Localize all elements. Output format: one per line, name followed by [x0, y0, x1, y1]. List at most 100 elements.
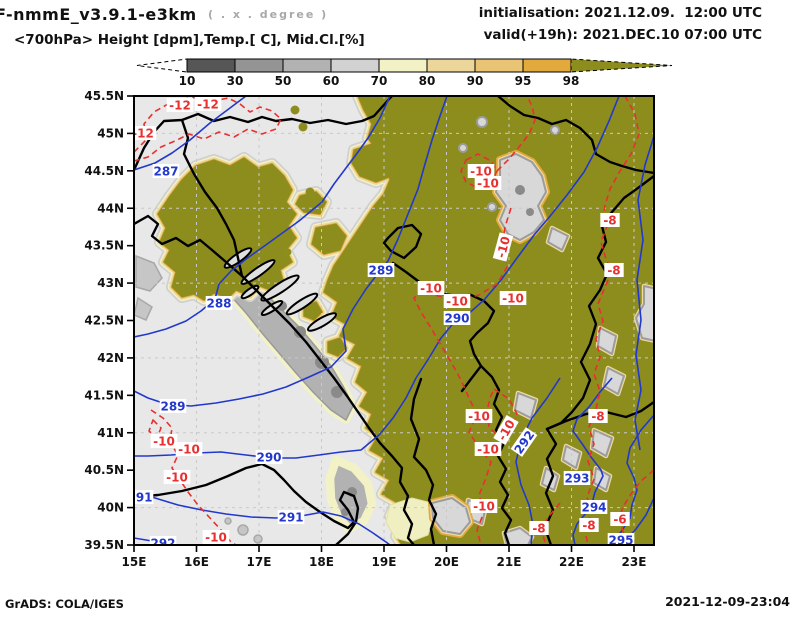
- lat-tick-label: 41N: [97, 426, 124, 440]
- svg-text:290: 290: [444, 312, 469, 326]
- temp-contour-label: -12: [194, 97, 222, 112]
- svg-text:-10: -10: [477, 443, 499, 457]
- svg-text:-10: -10: [473, 500, 495, 514]
- temp-contour-label: -10: [474, 442, 502, 457]
- croatian-coastline: [134, 214, 416, 545]
- svg-text:294: 294: [581, 501, 606, 515]
- svg-text:-8: -8: [607, 264, 620, 278]
- temp-contour-label: -12: [132, 126, 157, 141]
- lat-tick-label: 44N: [97, 201, 124, 215]
- footer: GrADS: COLA/IGES 2021-12-09-23:04: [5, 594, 790, 611]
- border-north: [134, 96, 394, 172]
- init-time-label: initialisation: 2021.12.09. 12:00 UTC: [479, 5, 762, 21]
- temp-contour-label: -8: [600, 213, 620, 228]
- field-title: <700hPa> Height [dpm],Temp.[ C], Mid.Cl.…: [14, 32, 365, 48]
- height-contour-label: 289: [159, 399, 187, 414]
- colorbar-tick-label: 10: [179, 74, 196, 88]
- map-canvas: 287288289289290290291291292292293294295-…: [132, 96, 654, 551]
- lon-tick-label: 15E: [122, 555, 147, 569]
- height-contour-label: 291: [134, 490, 154, 505]
- colorbar-over-arrow: [570, 58, 673, 73]
- svg-text:293: 293: [564, 472, 589, 486]
- svg-text:295: 295: [608, 534, 633, 548]
- lon-tick-label: 20E: [434, 555, 459, 569]
- svg-text:290: 290: [256, 451, 281, 465]
- temp-contour-label: -8: [579, 518, 599, 533]
- svg-text:288: 288: [206, 297, 231, 311]
- temp-contour-label: -10: [175, 442, 203, 457]
- colorbar-tick-label: 90: [467, 74, 484, 88]
- svg-text:-10: -10: [470, 165, 492, 179]
- svg-text:-8: -8: [532, 522, 545, 536]
- svg-text:-10: -10: [446, 295, 468, 309]
- svg-text:-12: -12: [197, 98, 219, 112]
- colorbar-under-arrow: [136, 58, 188, 73]
- lat-tick-label: 42.5N: [84, 314, 124, 328]
- temp-contour-label: -10: [474, 176, 502, 191]
- contour-labels: 287288289289290290291291292292293294295-…: [132, 97, 635, 551]
- colorbar-tick-label: 30: [227, 74, 244, 88]
- lon-tick-label: 21E: [497, 555, 522, 569]
- height-contour-label: 290: [255, 450, 283, 465]
- cloud-dots: [242, 105, 315, 256]
- border-northeast: [496, 96, 654, 175]
- height-contour-label: 292: [149, 536, 177, 551]
- svg-text:-10: -10: [178, 443, 200, 457]
- svg-text:-12: -12: [132, 127, 154, 141]
- temp-contour-label: -10: [470, 499, 498, 514]
- svg-text:-10: -10: [477, 177, 499, 191]
- lon-tick-label: 17E: [247, 555, 272, 569]
- temp-contour-label: -8: [529, 521, 549, 536]
- svg-text:-12: -12: [169, 99, 191, 113]
- height-contour-label: 291: [277, 510, 305, 525]
- temp-contour-label: -10: [492, 232, 514, 262]
- height-contour-label: 288: [205, 296, 233, 311]
- render-timestamp: 2021-12-09-23:04: [665, 594, 790, 609]
- colorbar-segment: [186, 58, 236, 73]
- temp-contour-label: -10: [163, 470, 191, 485]
- grads-credit: GrADS: COLA/IGES: [5, 597, 124, 611]
- temp-contour-label: -10: [465, 409, 493, 424]
- lat-tick-label: 44.5N: [84, 164, 124, 178]
- colorbar-segment: [234, 58, 284, 73]
- lat-tick-label: 43N: [97, 276, 124, 290]
- colorbar-segment: [474, 58, 524, 73]
- axes: 45.5N 45N 44.5N 44N 43.5N 43N 42.5N 42N 41.5N 41N…: [84, 89, 646, 569]
- colorbar-segment: [426, 58, 476, 73]
- svg-text:-10: -10: [468, 410, 490, 424]
- svg-text:-10: -10: [502, 292, 524, 306]
- temp-contour-label: -10: [443, 294, 471, 309]
- colorbar-tick-label: 60: [323, 74, 340, 88]
- temp-contour-label: -10: [202, 530, 230, 545]
- temp-contour-label: -10: [467, 164, 495, 179]
- lat-tick-label: 40.5N: [84, 463, 124, 477]
- colorbar: 10 30 50 60 70 80 90 95 98: [136, 58, 673, 88]
- height-contour-label: 294: [580, 500, 608, 515]
- svg-text:292: 292: [150, 537, 175, 551]
- lat-tick-label: 40N: [97, 501, 124, 515]
- svg-text:289: 289: [368, 264, 393, 278]
- lat-tick-label: 42N: [97, 351, 124, 365]
- colorbar-tick-label: 50: [275, 74, 292, 88]
- lon-tick-label: 22E: [559, 555, 584, 569]
- temp-contour-label: -8: [588, 409, 608, 424]
- svg-text:-10: -10: [205, 531, 227, 545]
- colorbar-segment: [330, 58, 380, 73]
- lon-tick-label: 16E: [184, 555, 209, 569]
- svg-text:291: 291: [278, 511, 303, 525]
- svg-text:-10: -10: [494, 235, 513, 260]
- svg-text:-8: -8: [591, 410, 604, 424]
- lat-tick-label: 41.5N: [84, 388, 124, 402]
- valid-time-label: valid(+19h): 2021.DEC.10 07:00 UTC: [484, 27, 762, 43]
- temp-contour-label: -8: [604, 263, 624, 278]
- svg-text:-10: -10: [420, 282, 442, 296]
- colorbar-tick-label: 70: [371, 74, 388, 88]
- temp-contour-label: -10: [417, 281, 445, 296]
- temp-contour-label: -6: [610, 512, 630, 527]
- svg-text:289: 289: [160, 400, 185, 414]
- svg-text:-10: -10: [153, 435, 175, 449]
- model-resolution-note: ( . x . degree ): [208, 8, 328, 21]
- colorbar-tick-label: 95: [515, 74, 532, 88]
- colorbar-tick-label: 80: [419, 74, 436, 88]
